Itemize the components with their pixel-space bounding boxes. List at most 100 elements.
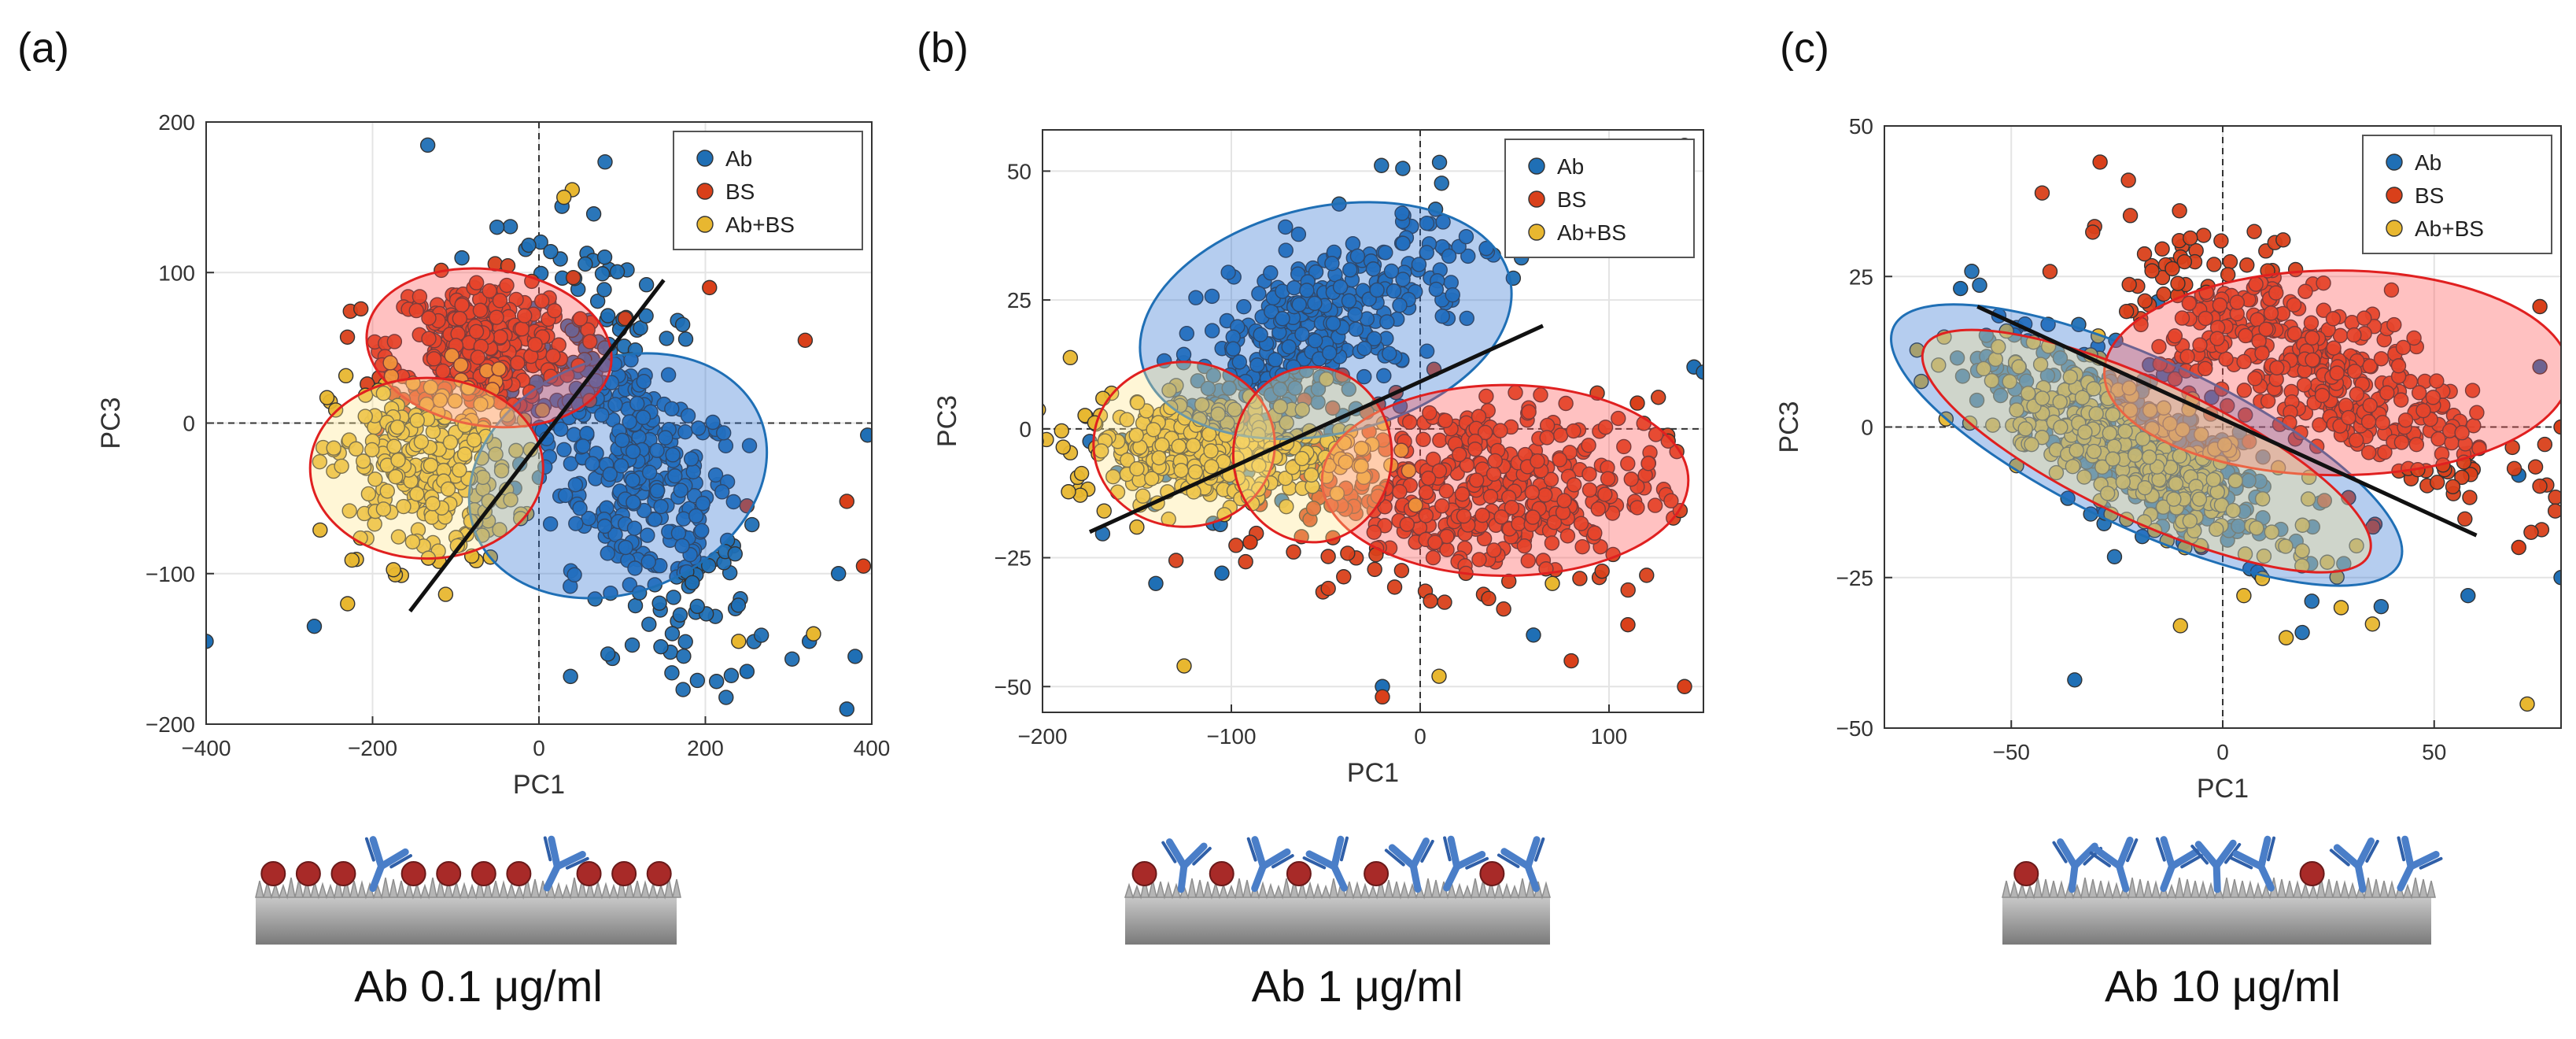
- data-point-BS: [855, 558, 872, 574]
- data-point-BS: [2196, 227, 2212, 243]
- y-tick-label: 50: [1007, 159, 1032, 183]
- data-point-Ab: [1953, 280, 1969, 297]
- data-point-Ab: [563, 668, 578, 685]
- data-point-AbBS: [466, 432, 482, 448]
- data-point-BS: [1729, 497, 1743, 511]
- data-point-Ab: [1526, 627, 1541, 643]
- x-tick-label: 400: [854, 736, 891, 760]
- y-axis-label: PC3: [932, 395, 962, 447]
- y-tick-label: 25: [1849, 264, 1873, 289]
- data-point-BS: [492, 293, 508, 309]
- data-point-BS: [1320, 580, 1336, 597]
- data-point-Ab: [651, 595, 667, 611]
- data-point-BS: [2222, 253, 2238, 270]
- data-point-Ab: [575, 438, 591, 454]
- panel-b-label: (b): [917, 24, 969, 72]
- data-point-BS: [2137, 293, 2153, 309]
- data-point-Ab: [581, 510, 596, 527]
- legend: Ab BS Ab+BS: [673, 131, 863, 250]
- data-point-BS: [352, 301, 369, 317]
- y-tick-label: −100: [146, 562, 195, 586]
- data-point-Ab: [784, 651, 800, 667]
- data-point-AbBS: [312, 453, 328, 470]
- chart-a: −400 −200 0 200 400−200−1000100200PC1PC3AbBS…: [96, 110, 891, 800]
- y-tick-label: −50: [1836, 716, 1874, 741]
- substrate-block: [256, 897, 677, 945]
- data-point-Ab: [674, 316, 691, 333]
- data-point-BS: [2429, 475, 2445, 490]
- data-point-Ab: [1236, 298, 1252, 315]
- data-point-AbBS: [425, 496, 441, 512]
- data-point-Ab: [2106, 549, 2123, 565]
- data-point-AbBS: [2364, 616, 2381, 632]
- data-point-Ab: [489, 219, 505, 235]
- data-point-BS: [565, 269, 581, 286]
- data-point-AbBS: [1054, 423, 1069, 439]
- panel-c-label: (c): [1780, 24, 1829, 72]
- data-point-Ab: [659, 331, 674, 346]
- y-tick-label: 100: [158, 261, 195, 285]
- data-point-AbBS: [1431, 668, 1447, 684]
- data-point-AbBS: [388, 468, 404, 485]
- data-point-BS: [1228, 538, 1244, 553]
- data-point-AbBS: [357, 409, 373, 424]
- data-point-AbBS: [456, 446, 473, 462]
- data-point-BS: [2239, 257, 2255, 273]
- data-point-BS: [1375, 689, 1390, 705]
- data-point-BS: [702, 279, 718, 296]
- data-point-Ab: [585, 206, 602, 222]
- data-point-Ab: [685, 575, 700, 590]
- substrate-block: [2002, 897, 2431, 945]
- y-tick-label: 200: [158, 110, 195, 135]
- data-point-BS: [2136, 246, 2153, 262]
- data-point-AbBS: [386, 562, 401, 578]
- data-point-Ab: [649, 442, 665, 459]
- data-point-Ab: [665, 447, 681, 463]
- data-point-Ab: [419, 137, 436, 153]
- data-point-BS: [2246, 224, 2262, 239]
- data-point-Ab: [626, 494, 641, 510]
- data-point-Ab: [2460, 588, 2476, 604]
- data-point-BS: [1707, 503, 1722, 517]
- data-point-AbBS: [1062, 349, 1079, 366]
- data-point-BS: [1723, 531, 1737, 545]
- data-point-BS: [547, 303, 563, 319]
- data-point-Ab: [1434, 176, 1449, 191]
- data-point-Ab: [658, 430, 674, 446]
- x-tick-label: −400: [181, 736, 231, 760]
- data-point-AbBS: [1061, 484, 1076, 500]
- data-point-AbBS: [1043, 403, 1046, 416]
- x-axis-label: PC1: [513, 770, 565, 800]
- data-point-AbBS: [444, 348, 459, 364]
- data-point-Ab: [206, 634, 214, 649]
- y-axis-label: PC3: [1774, 401, 1804, 453]
- substrate-block: [1125, 897, 1550, 945]
- data-point-BS: [1572, 571, 1588, 586]
- caption-c: Ab 10 μg/ml: [2105, 961, 2341, 1011]
- data-point-AbBS: [556, 189, 572, 205]
- data-point-AbBS: [806, 626, 821, 642]
- data-point-BS: [1594, 563, 1610, 579]
- chart-c: −50 0 50 −50 −25 0 25 50 PC1 PC3 Ab BS Ab+BS: [1774, 114, 2562, 804]
- data-point-Ab: [638, 308, 654, 324]
- data-point-AbBS: [382, 355, 398, 371]
- bead: [506, 861, 532, 886]
- data-point-BS: [1336, 569, 1352, 585]
- data-point-Ab: [600, 545, 615, 561]
- legend-marker-AbBS: [2386, 220, 2403, 237]
- data-point-BS: [2034, 185, 2050, 201]
- data-point-Ab: [666, 590, 681, 605]
- data-point-Ab: [1214, 565, 1230, 581]
- data-point-AbBS: [367, 471, 383, 487]
- data-point-AbBS: [1176, 658, 1192, 674]
- data-point-BS: [2445, 479, 2461, 494]
- data-point-BS: [2506, 460, 2522, 477]
- data-point-Ab: [635, 409, 651, 426]
- data-point-AbBS: [364, 442, 380, 458]
- data-point-Ab: [609, 264, 626, 279]
- data-point-Ab: [613, 458, 629, 474]
- data-point-BS: [2144, 263, 2160, 279]
- data-point-AbBS: [503, 492, 519, 508]
- x-tick-label: −200: [1017, 724, 1067, 749]
- data-point-BS: [339, 329, 356, 345]
